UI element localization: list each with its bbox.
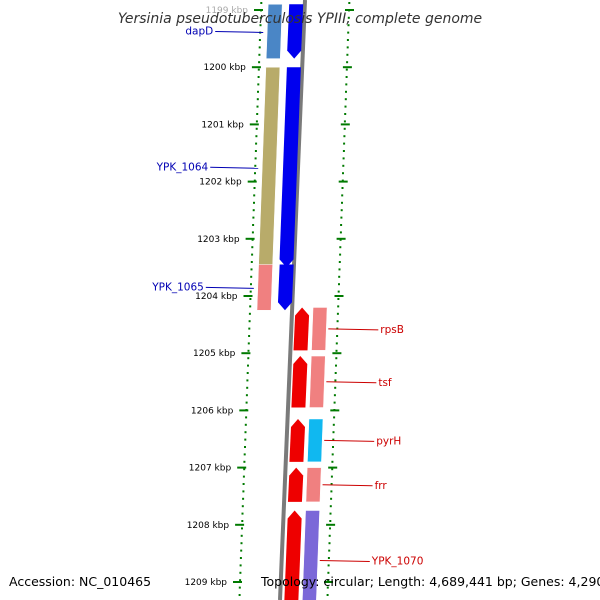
gene-dapd[interactable] <box>265 4 304 59</box>
gene-label: YPK_1064 <box>156 161 209 173</box>
scale-label: 1200 kbp <box>203 63 246 73</box>
gene-label: dapD <box>185 25 213 37</box>
gene-pyrh[interactable] <box>289 418 324 463</box>
genome-backbone <box>278 0 307 600</box>
scale-ticks: 1199 kbp 1200 kbp 1201 kbp 1202 kbp 1203 kbp… <box>185 6 354 588</box>
gene-label: rpsB <box>380 324 404 336</box>
dotted-guide-lines <box>238 2 351 596</box>
scale-label: 1206 kbp <box>191 406 234 416</box>
gene-label: tsf <box>378 377 392 389</box>
scale-label: 1201 kbp <box>201 120 244 130</box>
gene-ypk-1070[interactable] <box>284 510 320 600</box>
scale-label: 1207 kbp <box>189 464 232 474</box>
scale-label: 1202 kbp <box>199 178 242 188</box>
scale-label: 1204 kbp <box>195 292 238 302</box>
gene-label: pyrH <box>376 435 401 447</box>
scale-label: 1199 kbp <box>206 6 249 16</box>
gene-label: YPK_1065 <box>151 281 204 293</box>
scale-label: 1208 kbp <box>187 521 230 531</box>
gene-label: frr <box>375 480 388 492</box>
scale-label: 1205 kbp <box>193 349 236 359</box>
gene-label: YPK_1070 <box>371 556 424 568</box>
gene-tsf[interactable] <box>291 355 326 408</box>
topology-text: Topology: circular; Length: 4,689,441 bp… <box>260 574 600 589</box>
gene-ypk-1065[interactable] <box>256 264 294 311</box>
map-title: Yersinia pseudotuberculosis YPIII, compl… <box>118 11 482 27</box>
scale-label: 1209 kbp <box>185 578 228 588</box>
gene-labels: dapD YPK_1064 YPK_1065 rpsB tsf pyrH frr YPK_10… <box>151 25 423 567</box>
gene-frr[interactable] <box>287 467 322 503</box>
gene-rpsb[interactable] <box>293 307 328 351</box>
scale-label: 1203 kbp <box>197 235 240 245</box>
gene-features <box>256 4 328 600</box>
accession-text: Accession: NC_010465 <box>9 574 151 589</box>
